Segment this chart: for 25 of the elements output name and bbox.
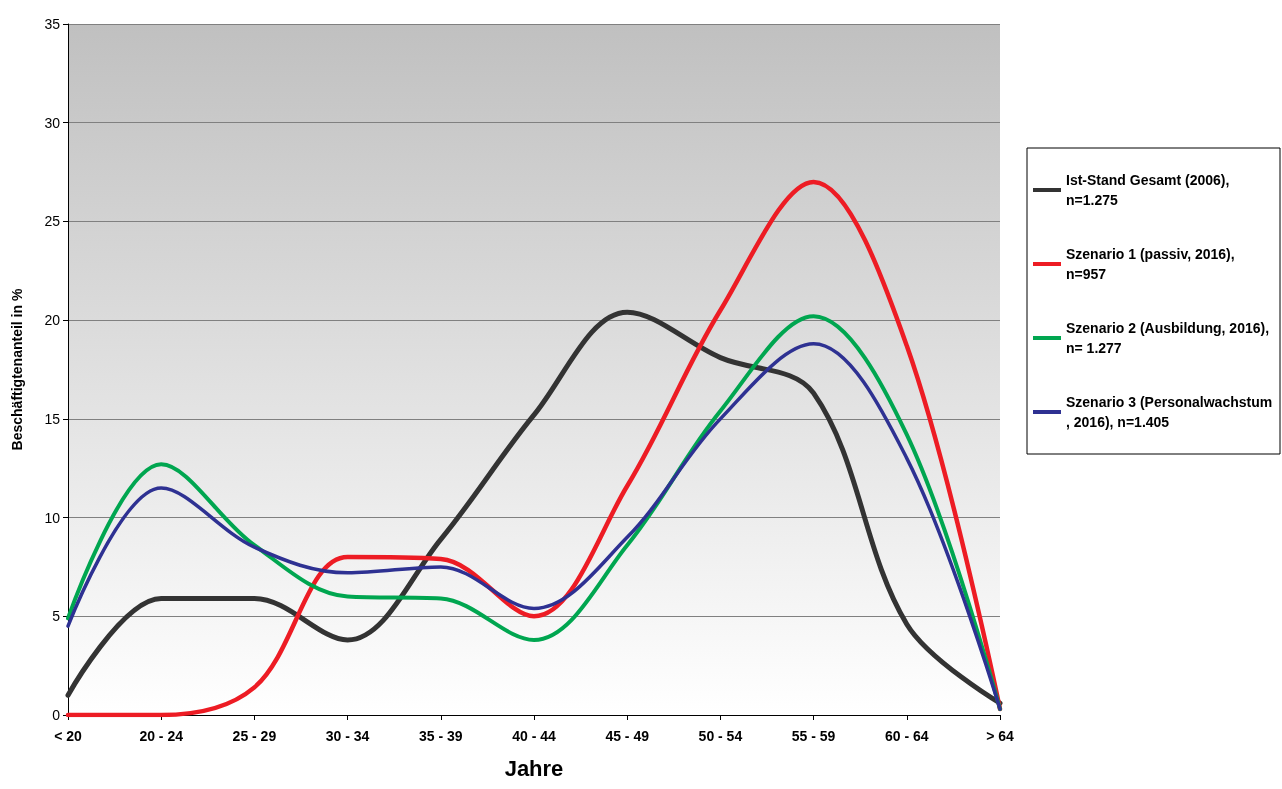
x-tick-label: 25 - 29 <box>232 728 277 744</box>
x-tick-label: 30 - 34 <box>325 728 370 744</box>
x-tick-label: 55 - 59 <box>791 728 836 744</box>
y-tick-label: 30 <box>44 114 61 131</box>
x-axis-title: Jahre <box>504 755 564 781</box>
y-tick-label: 5 <box>52 608 61 625</box>
x-tick-label: 20 - 24 <box>139 728 184 744</box>
x-tick-label: 40 - 44 <box>512 728 556 744</box>
y-tick-label: 0 <box>52 707 61 723</box>
x-tick-label: 45 - 49 <box>605 728 650 744</box>
y-tick-label: 35 <box>44 16 61 32</box>
y-tick-label: 15 <box>44 410 61 427</box>
x-tick-label: < 20 <box>54 728 83 744</box>
x-tick-label: 35 - 39 <box>419 728 463 744</box>
legend-label: Ist-Stand Gesamt (2006), n=1.275 <box>1066 172 1234 208</box>
y-axis-title: Beschäftigtenanteil in % <box>9 288 25 451</box>
y-tick-label: 10 <box>44 509 61 526</box>
x-tick-label: 50 - 54 <box>698 728 743 744</box>
x-tick-label: > 64 <box>986 728 1015 744</box>
legend-label: Szenario 2 (Ausbildung, 2016), n= 1.277 <box>1066 320 1273 356</box>
legend-label: Szenario 3 (Personalwachstum, 2016), n=1.405 <box>1066 394 1273 430</box>
legend-label: Szenario 1 (passiv, 2016), n=957 <box>1066 246 1239 282</box>
y-tick-label: 25 <box>44 213 61 230</box>
x-tick-label: 60 - 64 <box>885 728 929 744</box>
y-tick-label: 20 <box>44 312 61 329</box>
